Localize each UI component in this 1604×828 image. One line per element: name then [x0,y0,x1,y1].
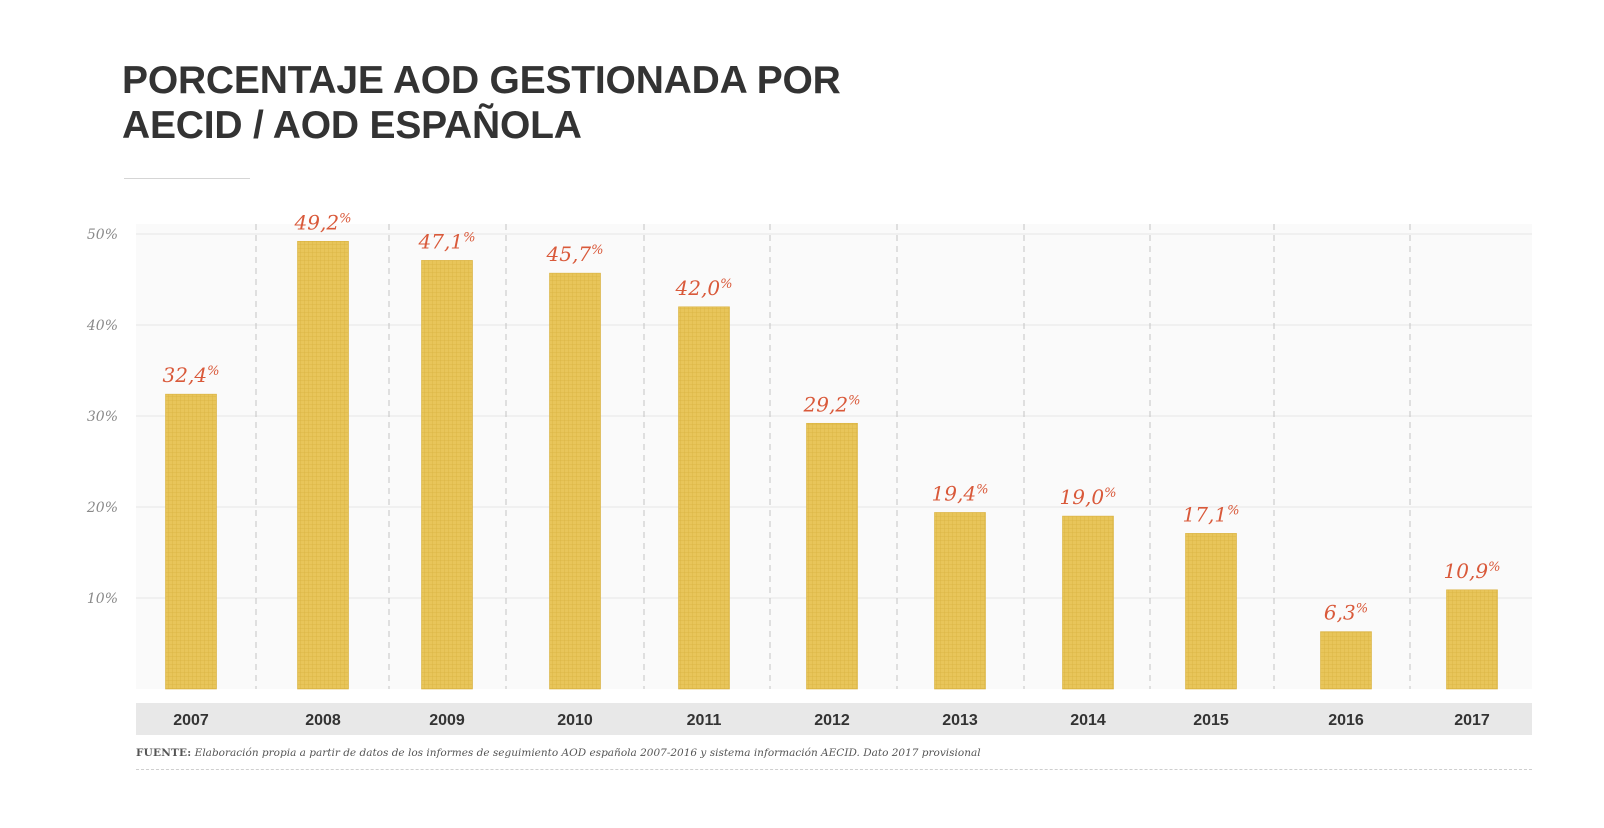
chart-title-line-1: PORCENTAJE AOD GESTIONADA POR [122,59,841,102]
bar [165,393,217,690]
source-text: Elaboración propia a partir de datos de … [194,747,981,759]
x-tick-label: 2014 [1070,712,1106,729]
x-tick-label: 2013 [942,712,978,729]
x-tick-label: 2010 [557,712,593,729]
bar [1446,589,1498,690]
source-note: FUENTE: Elaboración propia a partir de d… [136,747,1536,759]
value-label: 42,0% [675,276,733,300]
y-tick-label: 50% [87,227,118,243]
x-axis-band [136,703,1532,735]
x-tick-label: 2007 [173,712,209,729]
x-tick-label: 2012 [814,712,850,729]
chart-title: PORCENTAJE AOD GESTIONADA POR AECID / AO… [122,58,1022,148]
title-divider [124,178,250,179]
y-tick-label: 20% [86,500,118,516]
value-label: 17,1% [1183,502,1240,526]
y-tick-label: 40% [86,318,118,334]
bar [1062,515,1114,690]
bar [421,260,473,690]
bar-chart: 10%20%30%40%50%32,4%200749,2%200847,1%20… [86,210,1532,735]
y-tick-label: 10% [87,591,118,607]
x-tick-label: 2011 [687,712,722,729]
x-tick-label: 2009 [429,712,465,729]
bar [1185,533,1237,690]
x-tick-label: 2017 [1454,712,1490,729]
bar [549,272,601,690]
bar [678,306,730,690]
x-tick-label: 2008 [305,712,341,729]
bar [934,512,986,690]
source-divider [136,769,1532,770]
source-label: FUENTE: [136,747,192,759]
x-tick-label: 2016 [1328,712,1364,729]
y-tick-label: 30% [87,409,118,425]
value-label: 45,7% [546,242,604,266]
bar [1320,631,1372,690]
chart-title-line-2: AECID / AOD ESPAÑOLA [122,104,582,147]
bar [297,240,349,690]
bar [806,422,858,690]
x-tick-label: 2015 [1193,712,1229,729]
